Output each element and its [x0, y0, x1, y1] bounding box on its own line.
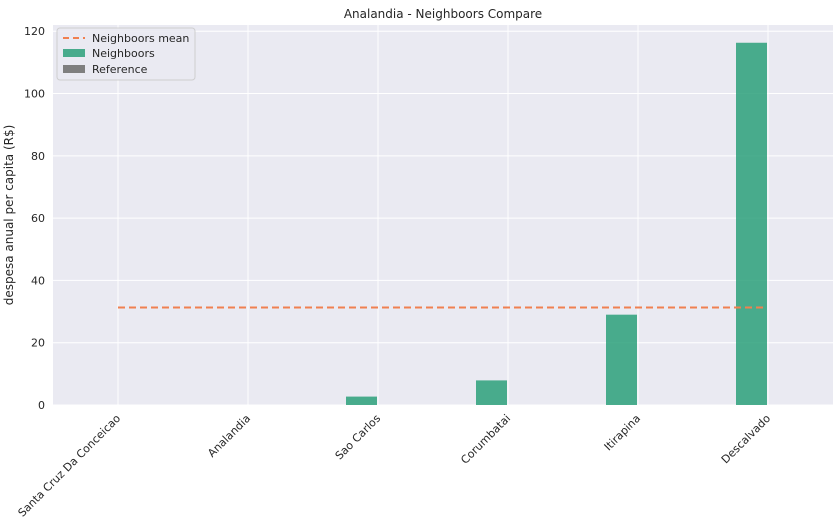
bar-neighboors-3	[476, 380, 507, 405]
plot-area	[53, 25, 833, 405]
y-tick-label: 60	[31, 212, 45, 225]
legend-box	[56, 27, 196, 81]
y-axis-ticks: 0 20 40 60 80 100 120	[24, 25, 45, 412]
y-tick-label: 0	[38, 399, 45, 412]
legend-neighboors-label: Neighboors	[92, 47, 155, 60]
y-tick-label: 120	[24, 25, 45, 38]
y-axis-label: despesa anual per capita (R$)	[2, 125, 16, 306]
legend-reference-label: Reference	[92, 63, 148, 76]
bar-neighboors-4	[606, 314, 637, 405]
bars	[346, 42, 767, 406]
chart-title: Analandia - Neighboors Compare	[344, 7, 542, 21]
y-tick-label: 20	[31, 337, 45, 350]
bar-neighboors-5	[736, 42, 767, 406]
grid	[53, 25, 833, 406]
legend-reference-swatch	[63, 65, 85, 73]
bar-neighboors-2	[346, 396, 377, 405]
legend-neighboors-swatch	[63, 49, 85, 57]
legend: Neighboors mean Neighboors Reference	[56, 27, 196, 81]
legend-mean-label: Neighboors mean	[92, 32, 189, 45]
y-tick-label: 80	[31, 150, 45, 163]
y-tick-label: 40	[31, 274, 45, 287]
y-tick-label: 100	[24, 88, 45, 101]
